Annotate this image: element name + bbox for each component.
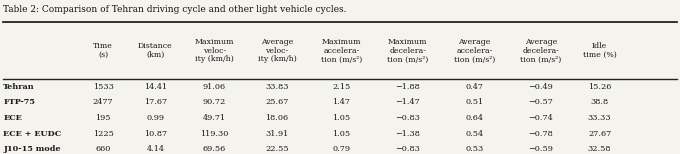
Text: Maximum
veloc-
ity (km/h): Maximum veloc- ity (km/h) [194, 38, 234, 63]
Text: ECE: ECE [3, 114, 22, 122]
Text: FTP-75: FTP-75 [3, 98, 35, 106]
Text: Average
decelera-
tion (m/s²): Average decelera- tion (m/s²) [520, 38, 562, 63]
Text: 32.58: 32.58 [588, 145, 611, 153]
Text: 38.8: 38.8 [590, 98, 609, 106]
Text: 14.41: 14.41 [144, 83, 167, 91]
Text: 90.72: 90.72 [203, 98, 226, 106]
Text: 119.30: 119.30 [201, 130, 228, 138]
Text: 2477: 2477 [93, 98, 114, 106]
Text: 22.55: 22.55 [265, 145, 289, 153]
Text: 17.67: 17.67 [144, 98, 167, 106]
Text: 1225: 1225 [92, 130, 114, 138]
Text: −1.88: −1.88 [396, 83, 420, 91]
Text: −1.38: −1.38 [396, 130, 420, 138]
Text: 0.99: 0.99 [146, 114, 165, 122]
Text: 1.47: 1.47 [333, 98, 350, 106]
Text: 49.71: 49.71 [203, 114, 226, 122]
Text: −1.47: −1.47 [396, 98, 420, 106]
Text: 33.33: 33.33 [588, 114, 611, 122]
Text: 4.14: 4.14 [146, 145, 165, 153]
Text: 660: 660 [95, 145, 111, 153]
Text: 31.91: 31.91 [265, 130, 288, 138]
Text: Tehran: Tehran [3, 83, 35, 91]
Text: Distance
(km): Distance (km) [138, 42, 173, 59]
Text: Idle
time (%): Idle time (%) [583, 42, 617, 59]
Text: −0.74: −0.74 [528, 114, 554, 122]
Text: Table 2: Comparison of Tehran driving cycle and other light vehicle cycles.: Table 2: Comparison of Tehran driving cy… [3, 5, 346, 14]
Text: 0.79: 0.79 [333, 145, 350, 153]
Text: 0.64: 0.64 [465, 114, 483, 122]
Text: 195: 195 [95, 114, 111, 122]
Text: 91.06: 91.06 [203, 83, 226, 91]
Text: 15.26: 15.26 [588, 83, 611, 91]
Text: Maximum
decelera-
tion (m/s²): Maximum decelera- tion (m/s²) [387, 38, 428, 63]
Text: 0.47: 0.47 [465, 83, 483, 91]
Text: 2.15: 2.15 [333, 83, 350, 91]
Text: −0.78: −0.78 [528, 130, 554, 138]
Text: −0.57: −0.57 [528, 98, 554, 106]
Text: −0.83: −0.83 [396, 114, 420, 122]
Text: 1.05: 1.05 [333, 114, 350, 122]
Text: −0.83: −0.83 [396, 145, 420, 153]
Text: 27.67: 27.67 [588, 130, 611, 138]
Text: Maximum
accelera-
tion (m/s²): Maximum accelera- tion (m/s²) [321, 38, 362, 63]
Text: −0.59: −0.59 [528, 145, 554, 153]
Text: 0.51: 0.51 [465, 98, 483, 106]
Text: 1.05: 1.05 [333, 130, 350, 138]
Text: 18.06: 18.06 [265, 114, 288, 122]
Text: Average
veloc-
ity (km/h): Average veloc- ity (km/h) [258, 38, 296, 63]
Text: 0.54: 0.54 [465, 130, 483, 138]
Text: 69.56: 69.56 [203, 145, 226, 153]
Text: 10.87: 10.87 [144, 130, 167, 138]
Text: 1533: 1533 [92, 83, 114, 91]
Text: 25.67: 25.67 [265, 98, 288, 106]
Text: ECE + EUDC: ECE + EUDC [3, 130, 62, 138]
Text: 0.53: 0.53 [465, 145, 483, 153]
Text: Time
(s): Time (s) [93, 42, 113, 59]
Text: 33.83: 33.83 [265, 83, 288, 91]
Text: Average
accelera-
tion (m/s²): Average accelera- tion (m/s²) [454, 38, 495, 63]
Text: −0.49: −0.49 [528, 83, 554, 91]
Text: J10-15 mode: J10-15 mode [3, 145, 61, 153]
